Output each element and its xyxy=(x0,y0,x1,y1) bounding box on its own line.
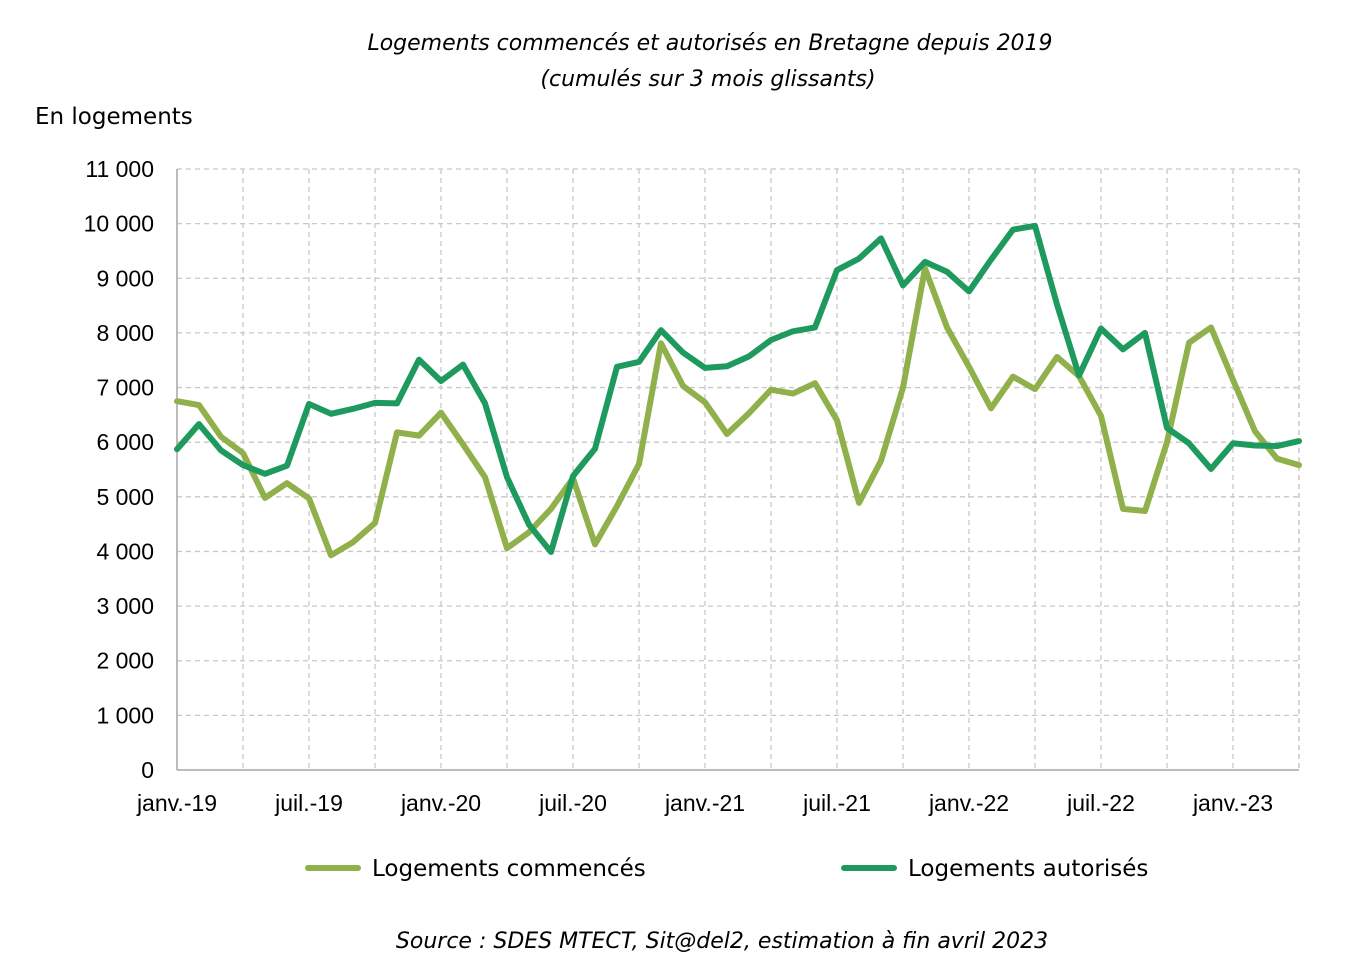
x-tick-label: janv.-22 xyxy=(928,790,1009,816)
y-tick-label: 10 000 xyxy=(84,211,154,237)
series-line-logements-autorises xyxy=(174,222,1302,555)
y-tick-labels: 0 1 000 2 000 3 000 4 000 5 000 6 000 7 000 8 00… xyxy=(84,156,154,783)
y-axis-unit-label: En logements xyxy=(35,104,193,130)
x-tick-label: juil.-20 xyxy=(538,790,607,816)
y-tick-label: 3 000 xyxy=(96,593,154,619)
x-tick-label: janv.-21 xyxy=(664,790,745,816)
legend-label-logements-autorises: Logements autorisés xyxy=(908,856,1148,882)
x-tick-label: janv.-19 xyxy=(136,790,217,816)
y-tick-label: 2 000 xyxy=(96,648,154,674)
x-tick-label: juil.-21 xyxy=(802,790,871,816)
x-tick-label: janv.-20 xyxy=(400,790,481,816)
legend-label-logements-commences: Logements commencés xyxy=(372,856,646,882)
y-tick-label: 1 000 xyxy=(96,702,154,728)
y-tick-label: 0 xyxy=(141,757,154,783)
y-tick-label: 9 000 xyxy=(96,265,154,291)
y-tick-label: 6 000 xyxy=(96,429,154,455)
y-tick-label: 11 000 xyxy=(85,156,154,182)
y-tick-label: 8 000 xyxy=(96,320,154,346)
chart-title: Logements commencés et autorisés en Bret… xyxy=(367,31,1052,56)
gridlines xyxy=(177,168,1300,770)
y-tick-label: 5 000 xyxy=(96,484,154,510)
x-tick-label: janv.-23 xyxy=(1192,790,1273,816)
x-tick-label: juil.-19 xyxy=(274,790,343,816)
legend: Logements commencés Logements autorisés xyxy=(305,856,1148,882)
chart-subtitle: (cumulés sur 3 mois glissants) xyxy=(540,67,875,92)
axes xyxy=(176,169,1299,771)
chart-source: Source : SDES MTECT, Sit@del2, estimatio… xyxy=(396,929,1048,954)
series-lines xyxy=(174,222,1302,559)
series-line-logements-commences xyxy=(174,265,1302,559)
x-tick-labels: janv.-19 juil.-19 janv.-20 juil.-20 janv.-21… xyxy=(136,790,1273,816)
y-tick-label: 7 000 xyxy=(96,375,154,401)
x-tick-label: juil.-22 xyxy=(1066,790,1135,816)
y-tick-label: 4 000 xyxy=(96,538,154,564)
